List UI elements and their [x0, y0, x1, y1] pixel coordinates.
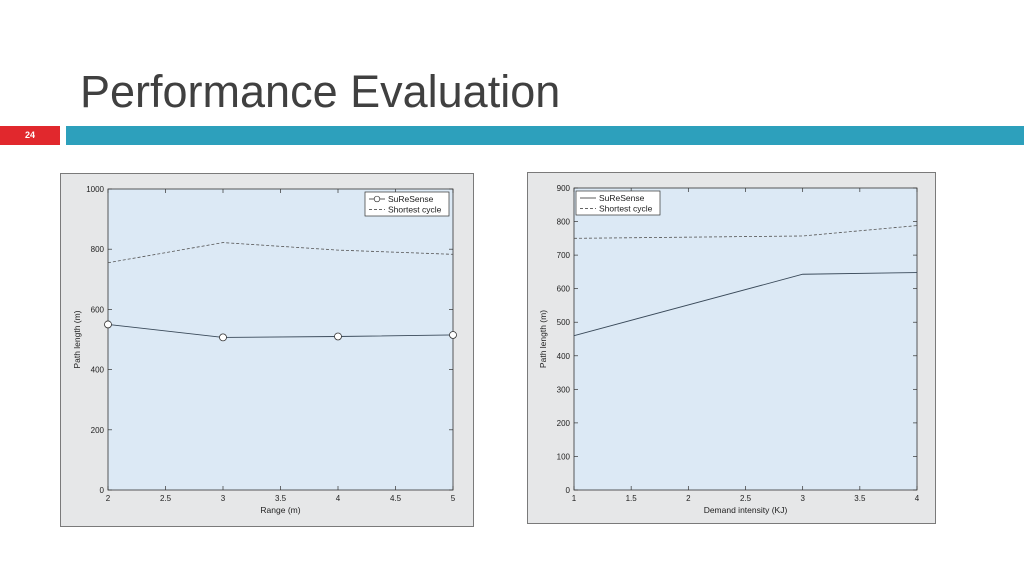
y-tick-label: 400	[557, 352, 571, 361]
data-point	[104, 320, 112, 329]
y-tick-label: 300	[557, 385, 571, 394]
plot-area	[107, 188, 454, 491]
x-axis-title: Range (m)	[260, 505, 300, 515]
y-tick-label: 600	[91, 305, 105, 314]
legend-label-0: SuReSense	[388, 194, 434, 204]
x-axis-title: Demand intensity (KJ)	[704, 505, 788, 515]
path-length-vs-range-chart: 0 200 400 600 800 1000 2 2.5 3 3.5 4 4.5 5 Range (m) P…	[72, 185, 457, 515]
x-tick-label: 4.5	[390, 494, 402, 503]
y-tick-label: 800	[557, 218, 571, 227]
slide-title: Performance Evaluation	[80, 66, 561, 117]
data-point	[449, 331, 457, 339]
data-point	[219, 333, 227, 342]
y-axis-title: Path length (m)	[538, 310, 548, 368]
x-tick-label: 3	[800, 494, 805, 503]
y-tick-label: 0	[100, 486, 105, 495]
x-tick-label: 2.5	[160, 494, 172, 503]
legend-box	[364, 191, 450, 217]
path-length-vs-demand-chart: 0 100 200 300 400 500 600 700 800 900 1 1.5 2 2.5 3 3.5…	[538, 184, 920, 515]
x-tick-label: 3.5	[275, 494, 287, 503]
series-line-1	[573, 225, 918, 239]
x-tick-label: 3	[221, 494, 226, 503]
plot-area	[573, 187, 918, 491]
legend-marker-0	[373, 195, 381, 203]
legend-label-0: SuReSense	[599, 193, 645, 203]
x-tick-label: 5	[451, 494, 456, 503]
slide-number: 24	[24, 130, 35, 140]
series-line-0	[573, 272, 918, 337]
legend-label-1: Shortest cycle	[599, 204, 653, 214]
y-tick-label: 800	[91, 245, 105, 254]
chart-panel-demand: 0 100 200 300 400 500 600 700 800 900 1 1.5 2 2.5 3 3.5…	[527, 172, 936, 524]
chart-panel-range: 0 200 400 600 800 1000 2 2.5 3 3.5 4 4.5 5 Range (m) P…	[60, 173, 474, 527]
y-tick-label: 400	[91, 366, 105, 375]
y-tick-label: 900	[557, 184, 571, 193]
x-tick-label: 2	[686, 494, 691, 503]
series-line-0	[107, 324, 454, 338]
y-tick-label: 1000	[86, 185, 104, 194]
data-point	[334, 332, 342, 341]
x-tick-label: 3.5	[854, 494, 866, 503]
x-tick-label: 2	[106, 494, 111, 503]
y-tick-label: 100	[557, 452, 571, 461]
x-tick-label: 4	[915, 494, 920, 503]
y-tick-label: 700	[557, 251, 571, 260]
x-tick-label: 2.5	[740, 494, 752, 503]
legend-box	[575, 190, 661, 216]
x-tick-label: 1	[572, 494, 577, 503]
legend-label-1: Shortest cycle	[388, 205, 442, 215]
slide-number-box: 24	[0, 126, 60, 145]
y-axis-title: Path length (m)	[72, 310, 82, 368]
x-tick-label: 4	[336, 494, 341, 503]
x-tick-label: 1.5	[626, 494, 638, 503]
title-accent-bar	[66, 126, 1024, 145]
y-tick-label: 200	[91, 426, 105, 435]
y-tick-label: 600	[557, 285, 571, 294]
y-tick-label: 0	[566, 486, 571, 495]
y-tick-label: 500	[557, 318, 571, 327]
y-tick-label: 200	[557, 419, 571, 428]
